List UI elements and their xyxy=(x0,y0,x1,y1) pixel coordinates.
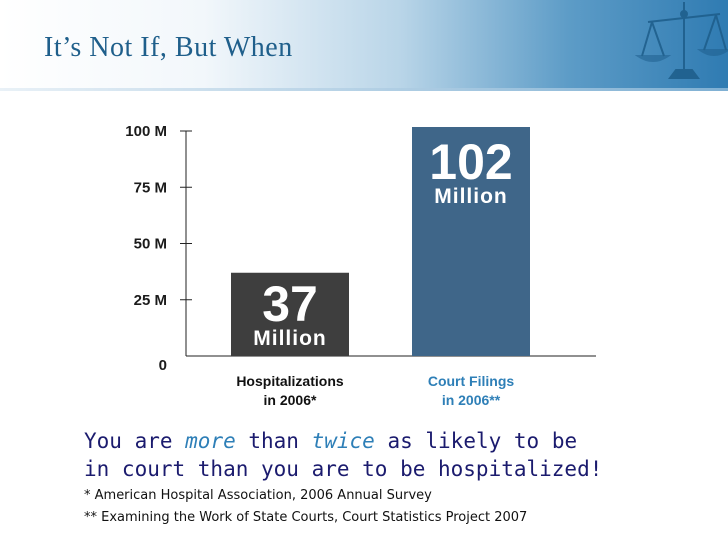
headline-line-2: in court than you are to be hospitalized… xyxy=(84,457,603,481)
y-tick-label: 100 M xyxy=(125,123,167,140)
headline-text-3: as likely to be xyxy=(374,429,578,453)
x-category-label: Court Filings xyxy=(428,373,515,389)
footnote-court-source: ** Examining the Work of State Courts, C… xyxy=(84,510,528,525)
data-label-value: 37 xyxy=(262,276,318,332)
title-banner: It’s Not If, But When xyxy=(0,0,728,90)
headline-text-1: You are xyxy=(84,429,186,453)
y-tick-label: 25 M xyxy=(134,292,167,309)
headline-text-2: than xyxy=(235,429,312,453)
data-label-unit: Million xyxy=(253,327,327,350)
headline-emphasis-twice: twice xyxy=(311,429,375,453)
headline-emphasis-more: more xyxy=(185,429,236,453)
y-tick-label: 50 M xyxy=(134,236,167,253)
x-category-label: in 2006** xyxy=(442,392,501,408)
headline: You are more than twice as likely to be … xyxy=(84,427,602,483)
title-divider xyxy=(0,88,728,91)
x-category-label: in 2006* xyxy=(264,392,317,408)
slide-title: It’s Not If, But When xyxy=(44,32,293,63)
x-category-label: Hospitalizations xyxy=(236,373,344,389)
y-tick-label: 0 xyxy=(159,357,167,374)
scales-of-justice-icon xyxy=(634,2,728,79)
headline-line-1: You are more than twice as likely to be xyxy=(84,427,602,455)
footnote-hospital-source: * American Hospital Association, 2006 An… xyxy=(84,488,432,503)
data-label-value: 102 xyxy=(429,134,512,190)
data-label-unit: Million xyxy=(434,185,508,208)
y-tick-label: 75 M xyxy=(134,179,167,196)
bar xyxy=(412,127,530,356)
bar xyxy=(231,272,349,356)
